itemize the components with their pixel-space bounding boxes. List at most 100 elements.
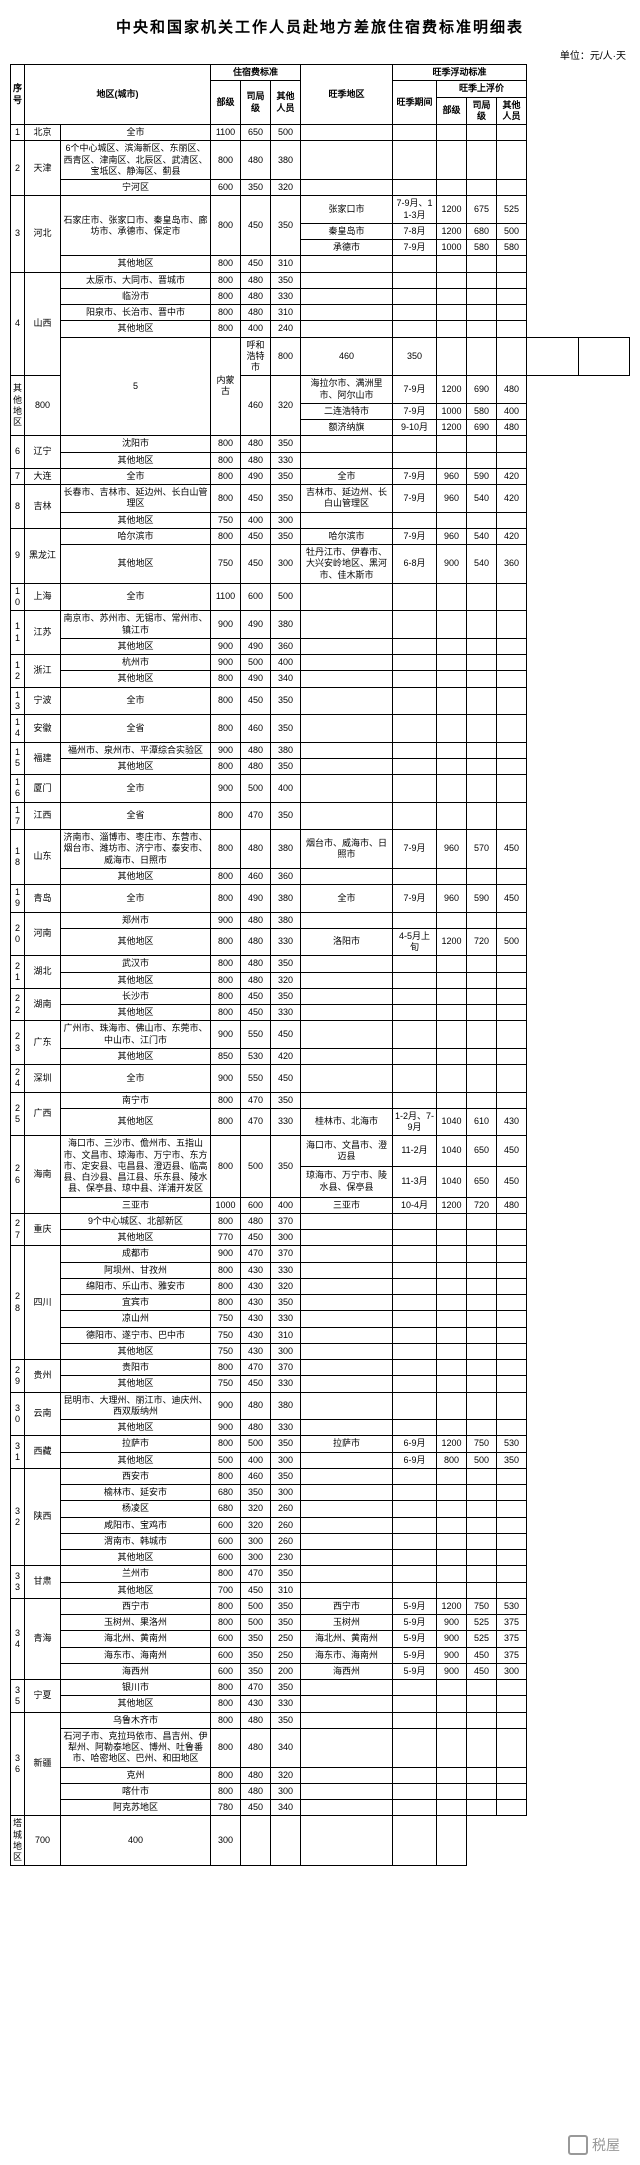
cell-rate: 700 xyxy=(211,1582,241,1598)
watermark-text: 税屋 xyxy=(592,2135,620,2155)
cell-peak-period: 7-9月 xyxy=(393,485,437,513)
cell-peak-period: 5-9月 xyxy=(393,1615,437,1631)
cell-peak-rate xyxy=(497,1566,527,1582)
cell-city: 南宁市 xyxy=(61,1092,211,1108)
cell-city: 阿克苏地区 xyxy=(61,1800,211,1816)
cell-city: 全省 xyxy=(61,715,211,743)
cell-peak-rate xyxy=(467,671,497,687)
table-row: 三亚市1000600400三亚市10-4月1200720480 xyxy=(11,1197,630,1213)
cell-rate: 320 xyxy=(271,1767,301,1783)
cell-peak-rate: 420 xyxy=(497,485,527,513)
cell-peak-period: 4-5月上旬 xyxy=(393,928,437,956)
cell-peak-rate xyxy=(467,988,497,1004)
cell-city: 全市 xyxy=(61,775,211,803)
cell-peak-period xyxy=(393,512,437,528)
cell-peak-rate xyxy=(437,1262,467,1278)
cell-rate: 800 xyxy=(211,1598,241,1614)
cell-peak-period: 9-10月 xyxy=(393,420,437,436)
cell-rate: 320 xyxy=(271,376,301,436)
cell-peak-rate: 500 xyxy=(467,1452,497,1468)
cell-peak-rate xyxy=(437,256,467,272)
cell-province: 宁夏 xyxy=(25,1680,61,1713)
cell-city: 全省 xyxy=(61,802,211,830)
allowance-table: 序号 地区(城市) 住宿费标准 旺季地区 旺季浮动标准 部级 司局级 其他人员 … xyxy=(10,64,630,1866)
cell-city: 喀什市 xyxy=(61,1783,211,1799)
cell-peak-city: 额济纳旗 xyxy=(301,420,393,436)
cell-peak-period xyxy=(393,1092,437,1108)
cell-peak-rate: 480 xyxy=(497,376,527,404)
cell-rate: 480 xyxy=(241,141,271,180)
cell-peak-rate: 900 xyxy=(437,545,467,584)
cell-city: 其他地区 xyxy=(61,1582,211,1598)
cell-city: 其他地区 xyxy=(61,972,211,988)
cell-rate: 430 xyxy=(241,1343,271,1359)
cell-peak-period xyxy=(393,742,437,758)
cell-city: 沈阳市 xyxy=(61,436,211,452)
table-row: 12浙江杭州市900500400 xyxy=(11,655,630,671)
cell-peak-rate: 1200 xyxy=(437,196,467,224)
cell-peak-rate xyxy=(467,1048,497,1064)
cell-rate: 350 xyxy=(271,1712,301,1728)
table-row: 31西藏拉萨市800500350拉萨市6-9月1200750530 xyxy=(11,1436,630,1452)
cell-peak-period xyxy=(393,1550,437,1566)
cell-rate: 450 xyxy=(271,1021,301,1049)
cell-peak-period xyxy=(393,1021,437,1049)
cell-peak-period xyxy=(393,1048,437,1064)
cell-rate: 350 xyxy=(241,1663,271,1679)
unit-label: 单位：元/人·天 xyxy=(10,47,626,62)
cell-rate: 900 xyxy=(211,912,241,928)
cell-peak-rate xyxy=(467,611,497,639)
cell-peak-city xyxy=(301,1468,393,1484)
cell-peak-city xyxy=(301,1452,393,1468)
cell-idx: 34 xyxy=(11,1598,25,1679)
cell-province: 重庆 xyxy=(25,1213,61,1246)
table-row: 海北州、黄南州600350250海北州、黄南州5-9月900525375 xyxy=(11,1631,630,1647)
cell-rate: 330 xyxy=(271,928,301,956)
cell-province: 西藏 xyxy=(25,1436,61,1469)
cell-peak-rate xyxy=(497,1311,527,1327)
cell-peak-period: 1-2月、7-9月 xyxy=(393,1108,437,1136)
cell-peak-rate xyxy=(467,1278,497,1294)
cell-rate: 600 xyxy=(211,1663,241,1679)
cell-peak-city: 琼海市、万宁市、陵水县、保亭县 xyxy=(301,1166,393,1197)
cell-peak-rate xyxy=(467,272,497,288)
cell-peak-rate: 690 xyxy=(467,376,497,404)
cell-peak-period: 11-3月 xyxy=(393,1166,437,1197)
cell-province: 湖南 xyxy=(25,988,61,1021)
cell-city: 全市 xyxy=(61,1065,211,1093)
cell-peak-rate: 375 xyxy=(497,1615,527,1631)
cell-peak-rate xyxy=(497,1376,527,1392)
cell-peak-rate: 420 xyxy=(497,528,527,544)
table-row: 2天津6个中心城区、滨海新区、东丽区、西青区、津南区、北辰区、武清区、宝坻区、静… xyxy=(11,141,630,180)
cell-peak-city xyxy=(301,321,393,337)
cell-peak-city xyxy=(301,1360,393,1376)
table-row: 4山西太原市、大同市、晋城市800480350 xyxy=(11,272,630,288)
cell-idx: 2 xyxy=(11,141,25,196)
table-row: 23广东广州市、珠海市、佛山市、东莞市、中山市、江门市900550450 xyxy=(11,1021,630,1049)
table-row: 34青海西宁市800500350西宁市5-9月1200750530 xyxy=(11,1598,630,1614)
table-row: 13宁波全市800450350 xyxy=(11,687,630,715)
cell-peak-rate: 900 xyxy=(437,1631,467,1647)
cell-rate: 340 xyxy=(271,671,301,687)
cell-rate: 340 xyxy=(271,1800,301,1816)
cell-peak-rate xyxy=(467,1728,497,1767)
cell-province: 山东 xyxy=(25,830,61,885)
cell-peak-rate: 430 xyxy=(497,1108,527,1136)
cell-city: 乌鲁木齐市 xyxy=(61,1712,211,1728)
cell-peak-period xyxy=(393,1343,437,1359)
cell-rate: 1100 xyxy=(211,583,241,611)
cell-peak-rate: 960 xyxy=(437,830,467,869)
cell-peak-rate: 530 xyxy=(497,1598,527,1614)
cell-province: 宁波 xyxy=(25,687,61,715)
cell-rate: 750 xyxy=(211,545,241,584)
cell-peak-period xyxy=(393,1295,437,1311)
cell-peak-rate xyxy=(467,1468,497,1484)
cell-city: 兰州市 xyxy=(61,1566,211,1582)
cell-city: 其他地区 xyxy=(61,671,211,687)
cell-province: 河南 xyxy=(25,912,61,956)
cell-rate: 470 xyxy=(241,1566,271,1582)
table-row: 17江西全省800470350 xyxy=(11,802,630,830)
cell-peak-rate: 590 xyxy=(467,885,497,913)
cell-peak-rate xyxy=(497,802,527,830)
cell-peak-rate xyxy=(437,452,467,468)
